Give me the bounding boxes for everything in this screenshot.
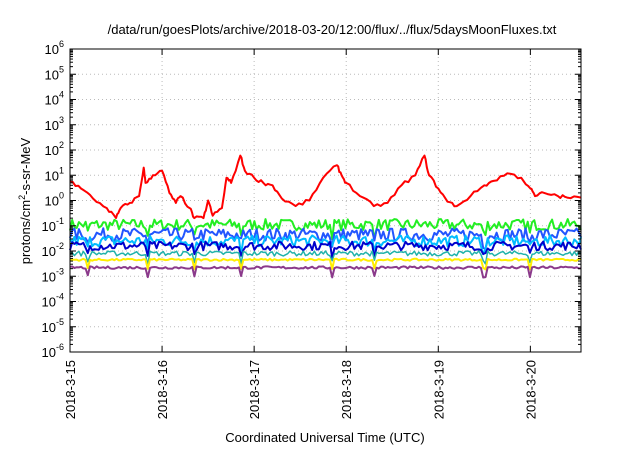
series-line xyxy=(69,265,582,279)
y-axis-ticks: 10-6 10-5 10-4 10-3 10-2 10-1 100 101 102 103 104 1… xyxy=(42,39,581,360)
chart-title: /data/run/goesPlots/archive/2018-03-20/1… xyxy=(108,22,557,37)
y-axis-label-exponent: 2 xyxy=(17,195,27,200)
x-tick-label: 2018-3-20 xyxy=(523,360,538,419)
series-group xyxy=(69,154,582,279)
y-tick-label: 10-3 xyxy=(42,266,64,284)
series-line xyxy=(69,250,582,266)
y-axis-label-unit: protons/cm xyxy=(18,200,33,264)
y-tick-label: 102 xyxy=(45,140,64,158)
y-tick-label: 101 xyxy=(45,165,64,183)
x-axis-label: Coordinated Universal Time (UTC) xyxy=(225,430,424,445)
x-tick-label: 2018-3-19 xyxy=(431,360,446,419)
y-tick-label: 103 xyxy=(45,115,64,133)
y-axis-label: protons/cm2-s-sr-MeV xyxy=(17,137,33,264)
y-tick-label: 10-2 xyxy=(42,241,64,259)
y-tick-label: 10-1 xyxy=(42,216,64,234)
x-axis-ticks: 2018-3-15 2018-3-16 2018-3-17 2018-3-18 2018… xyxy=(63,49,538,419)
series-line xyxy=(69,154,582,220)
x-tick-label: 2018-3-15 xyxy=(63,360,78,419)
y-tick-label: 10-4 xyxy=(42,292,64,310)
y-tick-label: 104 xyxy=(45,90,64,108)
x-tick-label: 2018-3-16 xyxy=(155,360,170,419)
series-line xyxy=(69,257,582,271)
series-line xyxy=(69,227,582,250)
y-tick-label: 10-6 xyxy=(42,342,64,360)
x-tick-label: 2018-3-17 xyxy=(247,360,262,419)
series-line xyxy=(69,218,582,241)
y-tick-label: 100 xyxy=(45,191,64,209)
x-tick-label: 2018-3-18 xyxy=(339,360,354,419)
grid-lines xyxy=(69,49,581,352)
y-tick-label: 105 xyxy=(45,64,64,82)
series-line xyxy=(69,240,582,260)
y-tick-label: 106 xyxy=(45,39,64,57)
y-axis-label-rest: -s-sr-MeV xyxy=(18,137,33,194)
y-tick-label: 10-5 xyxy=(42,317,64,335)
